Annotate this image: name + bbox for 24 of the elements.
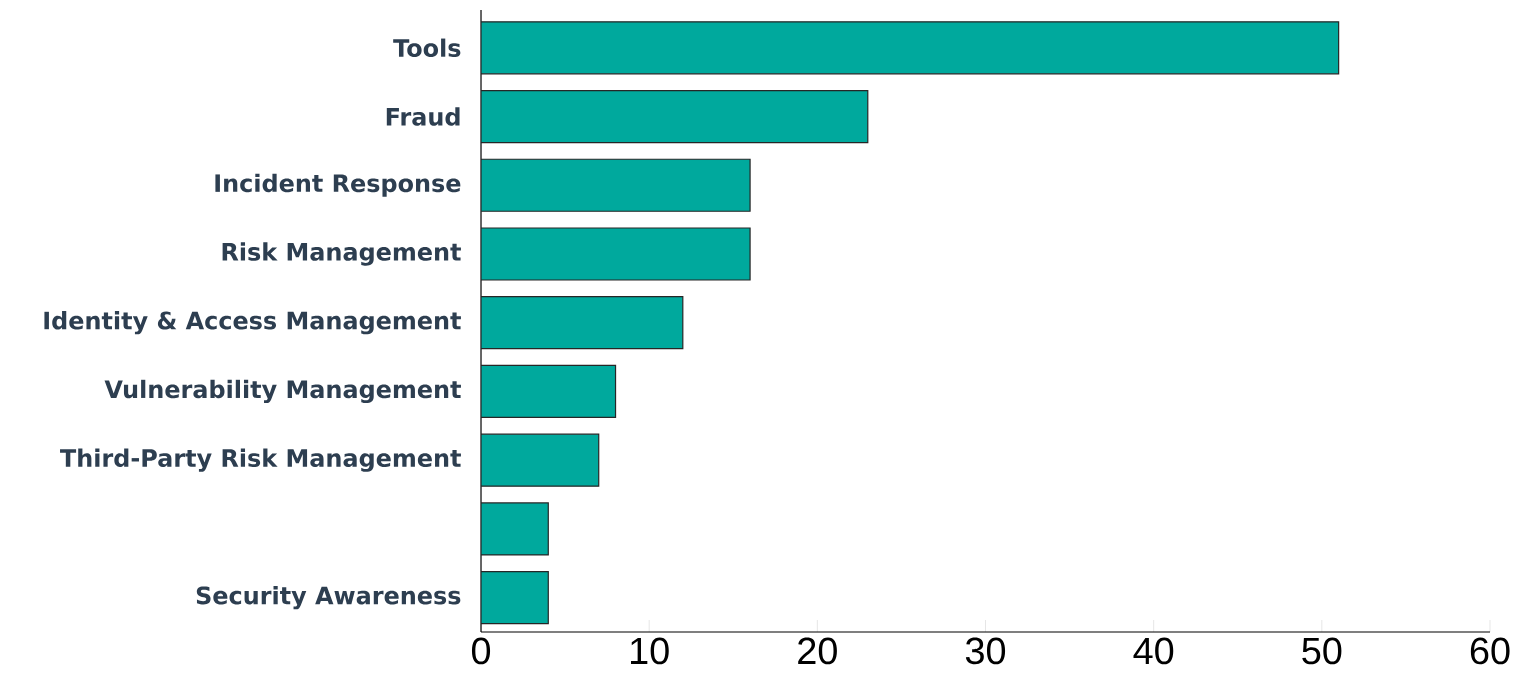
y-tick-label: Third-Party Risk Management [60, 448, 461, 472]
y-tick-label: Tools [393, 38, 461, 58]
x-tick-label: 50 [1302, 637, 1342, 665]
x-tick-label: 60 [1470, 637, 1510, 665]
bar [481, 364, 617, 419]
bar [481, 21, 1340, 75]
y-tick-label: Fraud [386, 107, 460, 126]
y-tick-label: Incident Response [215, 173, 461, 197]
bar [481, 571, 549, 625]
x-tick-label: 30 [965, 637, 1006, 665]
y-tick-label: Vulnerability Management [104, 379, 461, 404]
x-tick-label: 20 [798, 637, 837, 665]
y-tick-label: Security Awareness [196, 585, 461, 610]
bar [481, 433, 600, 487]
x-tick-label: 40 [1133, 637, 1174, 665]
y-tick-label: Risk Management [222, 242, 461, 266]
bar [481, 158, 751, 212]
bar [481, 502, 549, 556]
x-tick-label: 0 [471, 637, 491, 665]
bar [481, 296, 684, 350]
bar [481, 227, 751, 281]
y-tick-label: Identity & Access Management [44, 311, 461, 335]
bar [481, 89, 869, 144]
x-tick-label: 10 [631, 637, 669, 665]
